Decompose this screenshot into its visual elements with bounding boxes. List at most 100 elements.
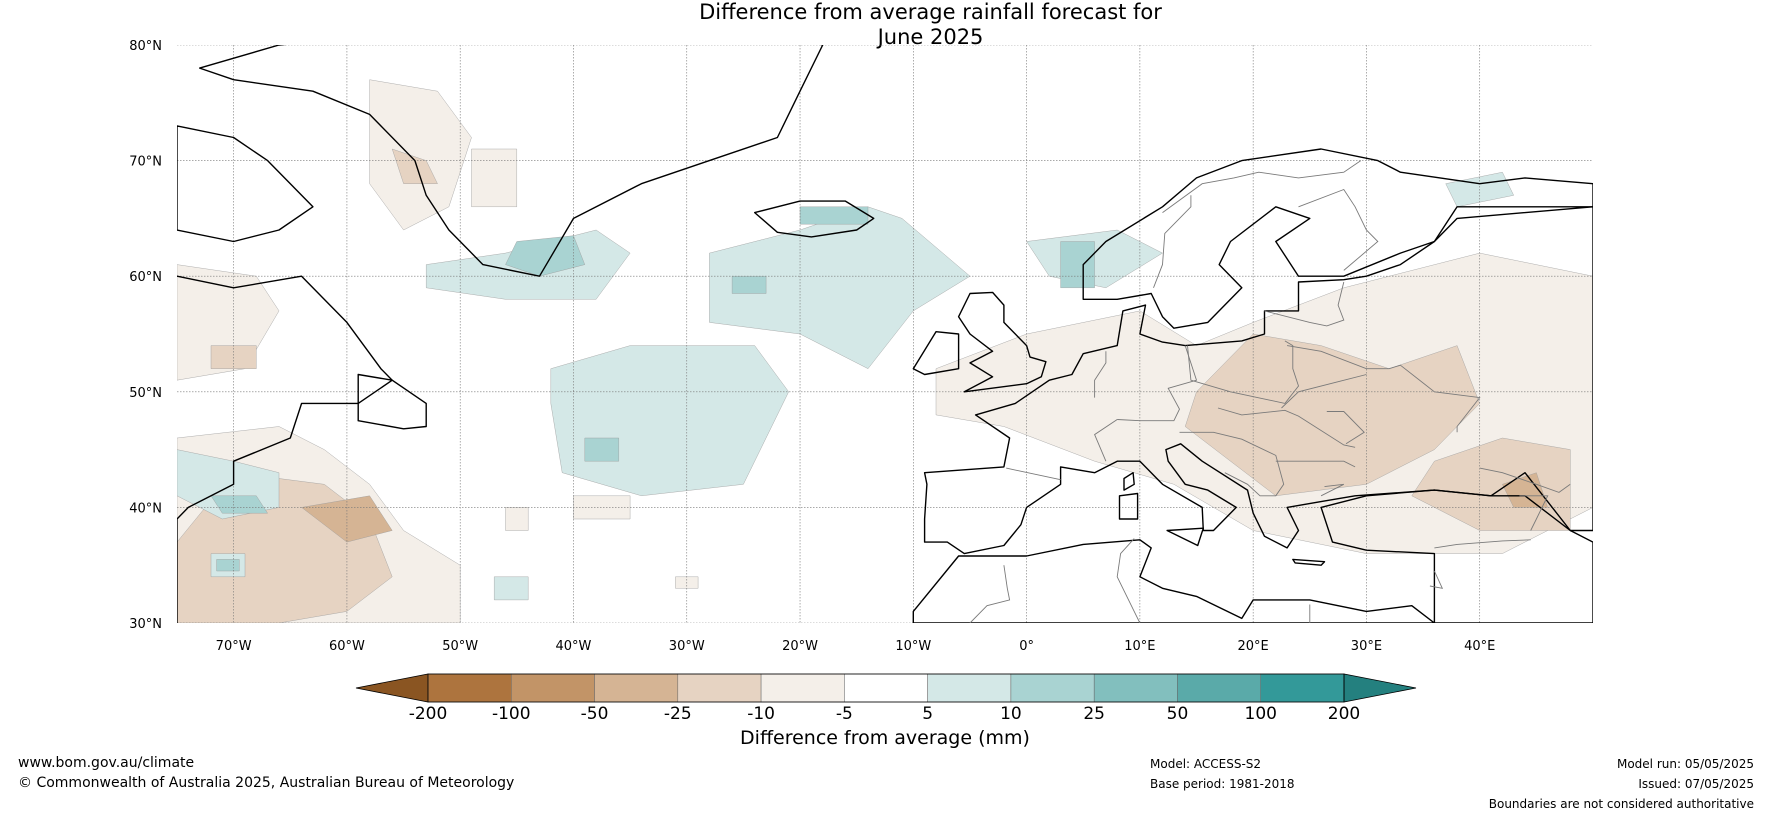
colorbar: -200 -100 -50 -25 -10 -5 5 10 25 50 100 200 bbox=[355, 673, 1417, 724]
colorbar-bin bbox=[427, 673, 512, 703]
title-line-1: Difference from average rainfall forecas… bbox=[699, 0, 1162, 24]
country-border bbox=[1434, 539, 1531, 549]
coastline bbox=[177, 125, 314, 243]
graticule bbox=[177, 45, 1593, 623]
coastline bbox=[1166, 527, 1205, 547]
lon-label: 40°W bbox=[556, 639, 592, 654]
colorbar-bin bbox=[760, 673, 845, 703]
lat-label: 60°N bbox=[129, 270, 162, 285]
country-border bbox=[1187, 340, 1300, 404]
coastlines bbox=[177, 45, 1593, 623]
longitude-labels: 70°W 60°W 50°W 40°W 30°W 20°W 10°W 0° 10°E 20°E 30… bbox=[216, 639, 1496, 654]
model-run-label: Model run: 05/05/2025 bbox=[1616, 757, 1754, 771]
colorbar-tick-label: 100 bbox=[1245, 704, 1277, 724]
colorbar-tick-label: -5 bbox=[836, 704, 853, 724]
latitude-labels: 30°N 40°N 50°N 60°N 70°N 80°N bbox=[129, 39, 162, 632]
country-border bbox=[1320, 483, 1345, 497]
anomaly-region bbox=[550, 345, 789, 497]
colorbar-tick-label: -100 bbox=[492, 704, 531, 724]
anomaly-region bbox=[731, 276, 767, 294]
country-border bbox=[1479, 467, 1571, 493]
lat-label: 80°N bbox=[129, 39, 162, 54]
colorbar-tick-label: -25 bbox=[664, 704, 692, 724]
coastline bbox=[198, 45, 824, 277]
lon-label: 30°E bbox=[1351, 639, 1382, 654]
model-label: Model: ACCESS-S2 bbox=[1150, 757, 1262, 771]
lat-label: 40°N bbox=[129, 501, 162, 516]
country-border bbox=[1519, 495, 1549, 531]
anomaly-region bbox=[1502, 472, 1548, 508]
coastline bbox=[923, 206, 1593, 555]
lon-label: 10°E bbox=[1124, 639, 1155, 654]
issued-label: Issued: 07/05/2025 bbox=[1638, 777, 1754, 791]
anomaly-region bbox=[471, 148, 517, 208]
lat-label: 30°N bbox=[129, 617, 162, 632]
anomaly-region bbox=[1060, 241, 1095, 288]
lon-label: 20°E bbox=[1238, 639, 1269, 654]
colorbar-bin bbox=[677, 673, 762, 703]
colorbar-bin bbox=[1093, 673, 1178, 703]
colorbar-bin bbox=[594, 673, 679, 703]
country-border bbox=[1117, 345, 1198, 422]
lon-label: 30°W bbox=[669, 639, 705, 654]
anomaly-region bbox=[799, 206, 869, 225]
coastline bbox=[754, 200, 875, 238]
country-border bbox=[1287, 345, 1481, 433]
country-border bbox=[1429, 570, 1444, 589]
country-border bbox=[1162, 160, 1362, 213]
anomaly-region bbox=[494, 576, 529, 601]
coastline bbox=[912, 539, 1436, 623]
base-period-label: Base period: 1981-2018 bbox=[1150, 777, 1295, 791]
colorbar-bin bbox=[1010, 673, 1095, 703]
colorbar-tick-label: 25 bbox=[1083, 704, 1105, 724]
country-border bbox=[1094, 351, 1107, 398]
colorbar-tick-label: -200 bbox=[409, 704, 448, 724]
country-border bbox=[1179, 431, 1285, 497]
anomaly-region bbox=[584, 437, 619, 462]
colorbar-tick-label: -10 bbox=[747, 704, 775, 724]
coastline bbox=[357, 373, 427, 430]
country-border bbox=[1264, 281, 1345, 327]
colorbar-tick-label: 50 bbox=[1167, 704, 1189, 724]
disclaimer-text: Boundaries are not considered authoritat… bbox=[1488, 797, 1754, 811]
colorbar-extend-high bbox=[1343, 673, 1417, 703]
colorbar-tick-label: 10 bbox=[1000, 704, 1022, 724]
anomaly-region bbox=[505, 507, 529, 531]
colorbar-bin bbox=[511, 673, 595, 703]
colorbar-tick-label: -50 bbox=[581, 704, 609, 724]
website-link[interactable]: www.bom.gov.au/climate bbox=[18, 755, 195, 771]
country-border bbox=[969, 565, 1011, 623]
lon-label: 70°W bbox=[216, 639, 252, 654]
copyright-text: © Commonwealth of Australia 2025, Austra… bbox=[18, 775, 515, 791]
lon-label: 50°W bbox=[442, 639, 478, 654]
country-border bbox=[1094, 419, 1118, 462]
anomaly-region bbox=[210, 495, 268, 514]
coastline bbox=[177, 275, 393, 623]
colorbar-title: Difference from average (mm) bbox=[740, 727, 1030, 749]
colorbar-bin bbox=[1260, 673, 1345, 703]
anomaly-region bbox=[391, 148, 438, 184]
lat-label: 70°N bbox=[129, 155, 162, 170]
country-border bbox=[1116, 538, 1141, 623]
coastline bbox=[1320, 489, 1593, 623]
anomaly-region bbox=[505, 235, 586, 277]
country-border bbox=[1275, 460, 1356, 468]
colorbar-bin bbox=[844, 673, 928, 703]
coastline bbox=[1118, 492, 1139, 520]
lon-label: 60°W bbox=[329, 639, 365, 654]
country-border bbox=[1217, 407, 1356, 448]
coastline bbox=[912, 331, 960, 376]
lon-label: 10°W bbox=[895, 639, 931, 654]
anomaly-region bbox=[216, 559, 240, 572]
country-border bbox=[1281, 374, 1367, 409]
lat-label: 50°N bbox=[129, 386, 162, 401]
map-title: Difference from average rainfall forecas… bbox=[0, 0, 1770, 50]
coastline bbox=[1123, 472, 1135, 491]
anomaly-region bbox=[369, 79, 472, 231]
country-border bbox=[1153, 195, 1192, 288]
colorbar-tick-label: 200 bbox=[1328, 704, 1360, 724]
lon-label: 20°W bbox=[782, 639, 818, 654]
coastline bbox=[1292, 558, 1326, 566]
country-border bbox=[1326, 411, 1365, 445]
anomaly-shading bbox=[177, 79, 1593, 623]
